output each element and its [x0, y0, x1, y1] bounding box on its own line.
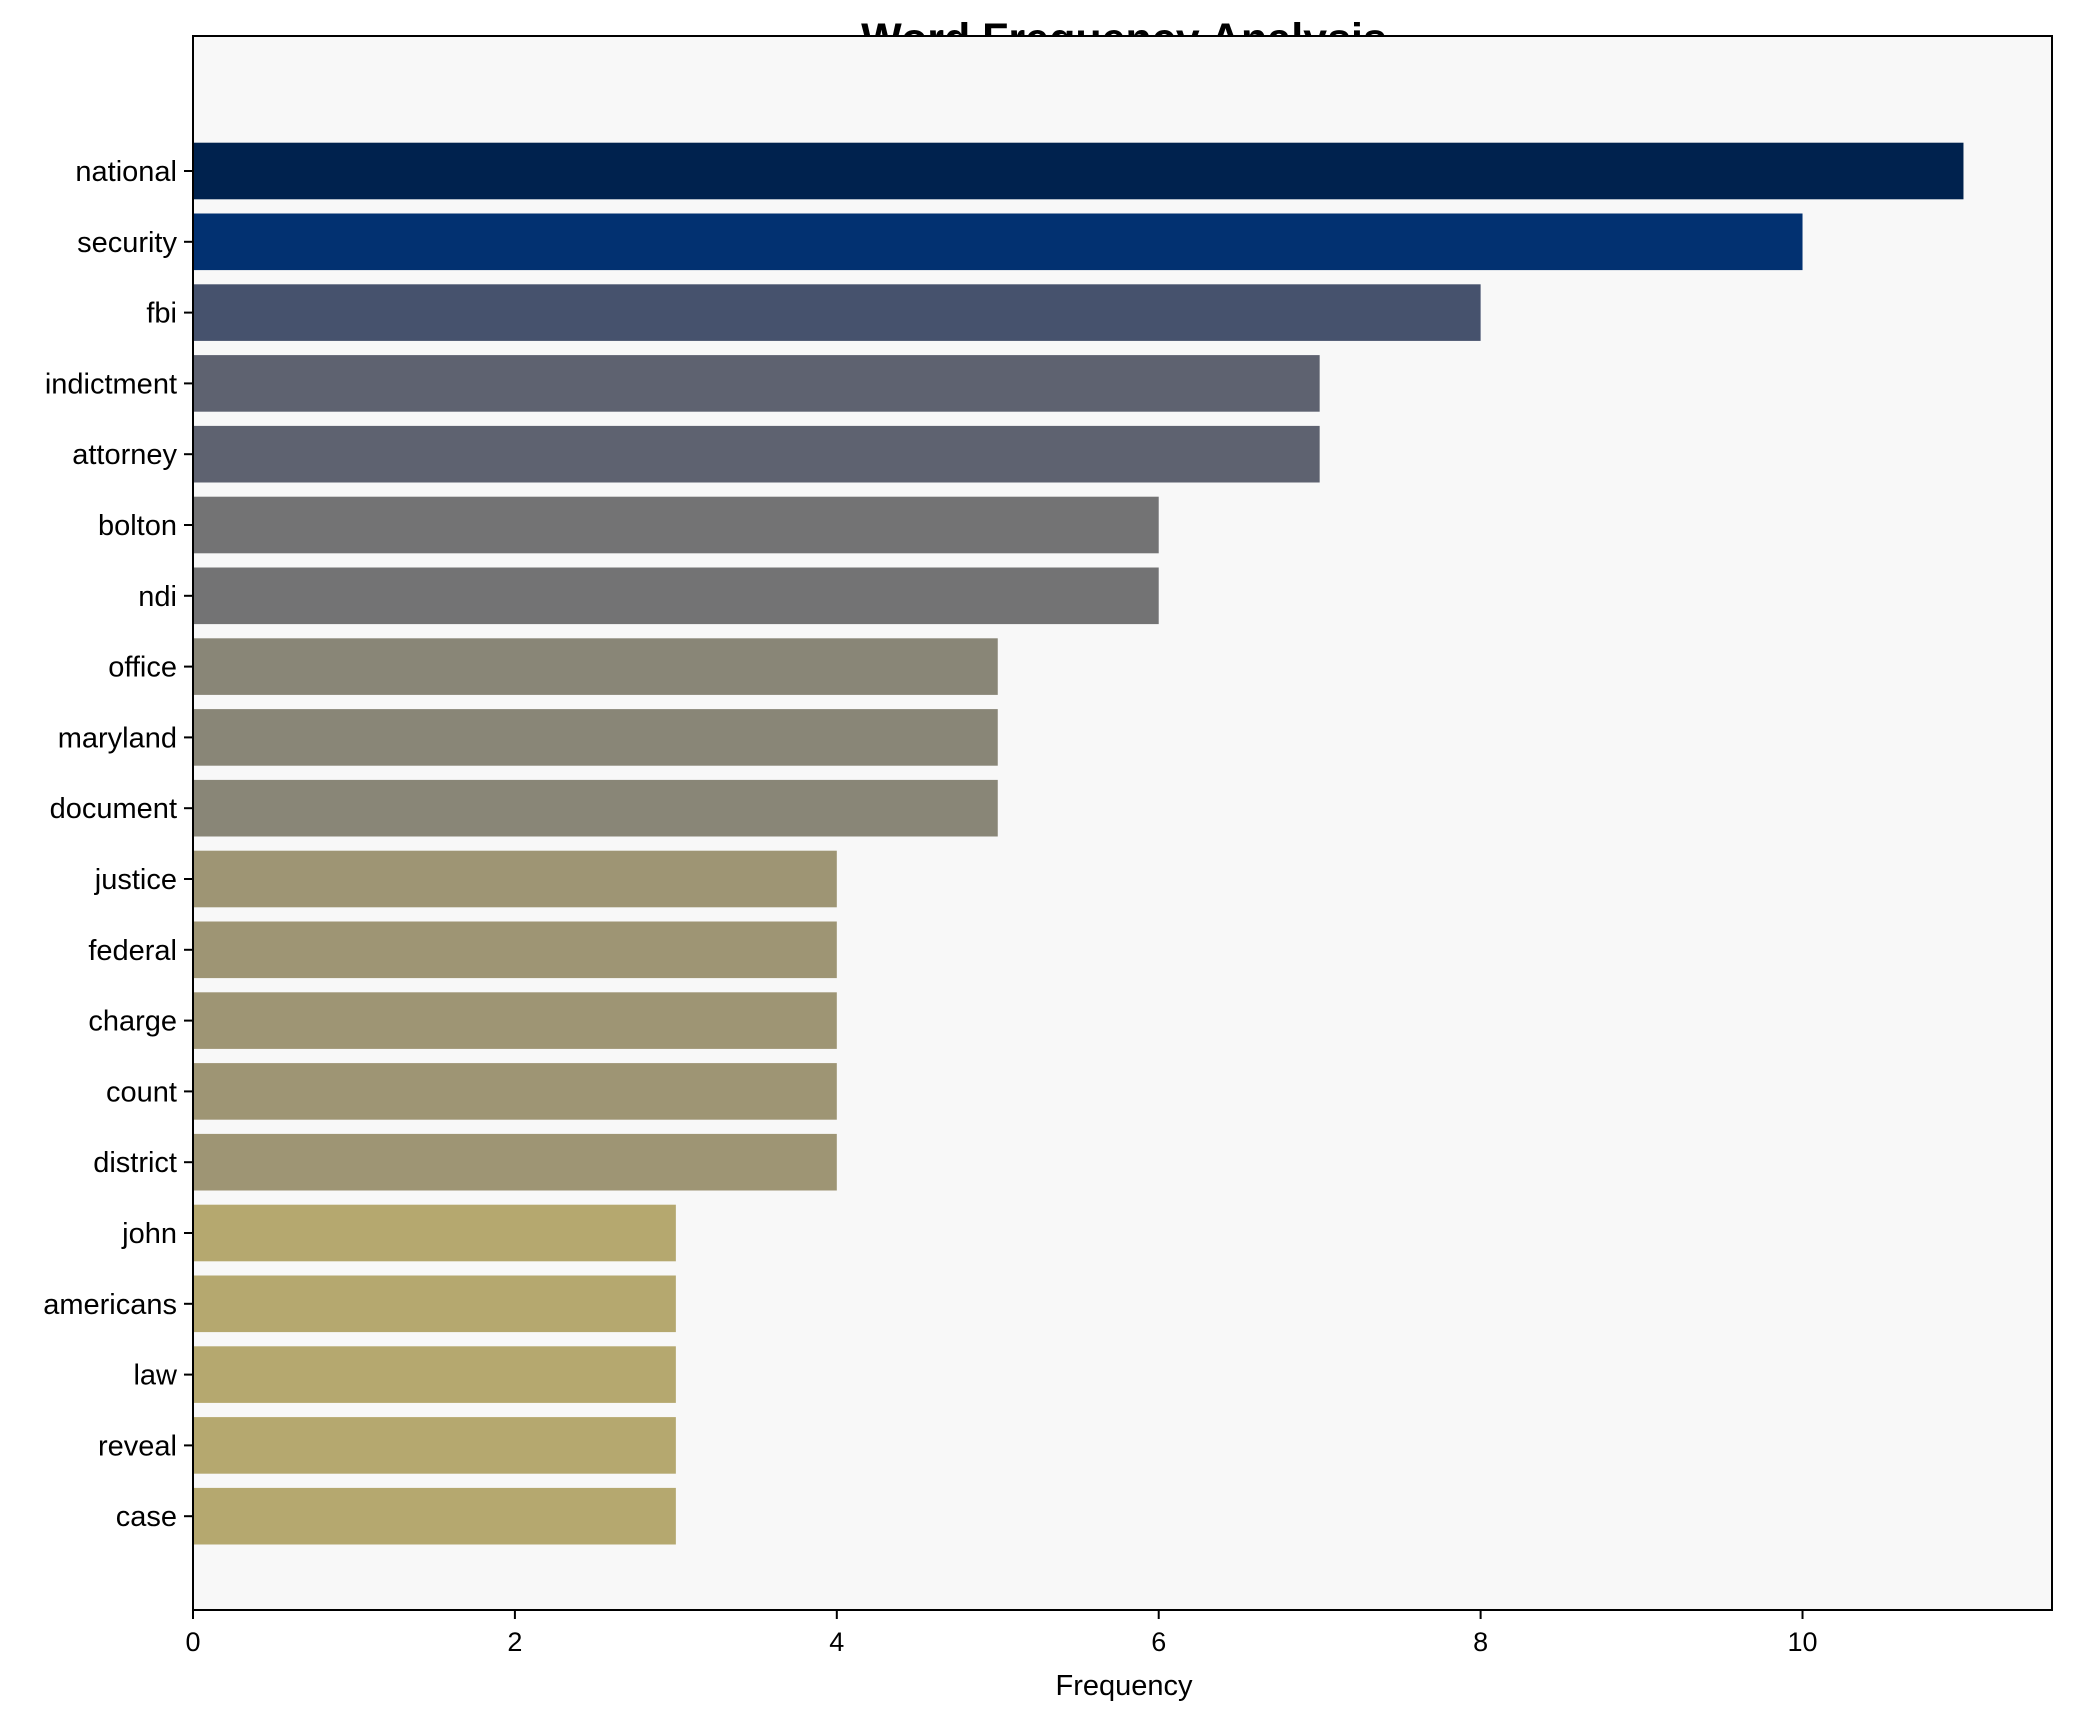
bar-security — [193, 213, 1803, 271]
y-tick-label: national — [75, 156, 177, 188]
bar-maryland — [193, 709, 998, 766]
x-tick-label: 8 — [1473, 1627, 1488, 1657]
x-tick-label: 6 — [1151, 1627, 1166, 1657]
plot-frame — [192, 35, 2053, 1611]
bar-john — [193, 1204, 676, 1262]
y-tick-label: americans — [43, 1289, 177, 1321]
bar-law — [193, 1346, 676, 1403]
y-tick-label: office — [108, 652, 177, 684]
y-tick-label: security — [77, 227, 177, 259]
y-tick-label: indictment — [45, 368, 177, 400]
y-tick-label: law — [133, 1360, 178, 1392]
bar-count — [193, 1063, 837, 1120]
y-tick-label: reveal — [98, 1430, 177, 1462]
x-tick-label: 2 — [507, 1627, 522, 1657]
bar-bolton — [193, 496, 1159, 554]
y-tick-label: charge — [88, 1006, 177, 1038]
bar-national — [193, 142, 1964, 200]
bar-americans — [193, 1275, 676, 1333]
bar-federal — [193, 921, 837, 979]
y-tick-label: justice — [94, 864, 177, 896]
y-tick-label: case — [116, 1501, 177, 1533]
x-tick-label: 0 — [185, 1627, 200, 1657]
x-tick-label: 10 — [1788, 1627, 1818, 1657]
x-tick-label: 4 — [829, 1627, 844, 1657]
bar-indictment — [193, 355, 1320, 412]
bar-district — [193, 1133, 837, 1191]
y-tick-label: fbi — [146, 298, 177, 330]
x-axis-label: Frequency — [1055, 1670, 1193, 1702]
y-tick-label: federal — [88, 935, 177, 967]
bar-justice — [193, 850, 837, 908]
bar-attorney — [193, 425, 1320, 483]
y-tick-label: count — [106, 1076, 177, 1108]
y-tick-label: district — [93, 1147, 177, 1179]
y-tick-label: bolton — [98, 510, 177, 542]
bar-reveal — [193, 1417, 676, 1474]
y-tick-label: maryland — [58, 722, 177, 754]
bar-fbi — [193, 284, 1481, 341]
y-tick-label: attorney — [72, 439, 177, 471]
bar-document — [193, 779, 998, 837]
bar-ndi — [193, 567, 1159, 625]
bar-office — [193, 638, 998, 695]
bar-charge — [193, 992, 837, 1049]
y-tick-label: ndi — [138, 581, 177, 613]
y-tick-label: document — [50, 793, 177, 825]
bar-case — [193, 1487, 676, 1545]
y-tick-label: john — [121, 1218, 177, 1250]
